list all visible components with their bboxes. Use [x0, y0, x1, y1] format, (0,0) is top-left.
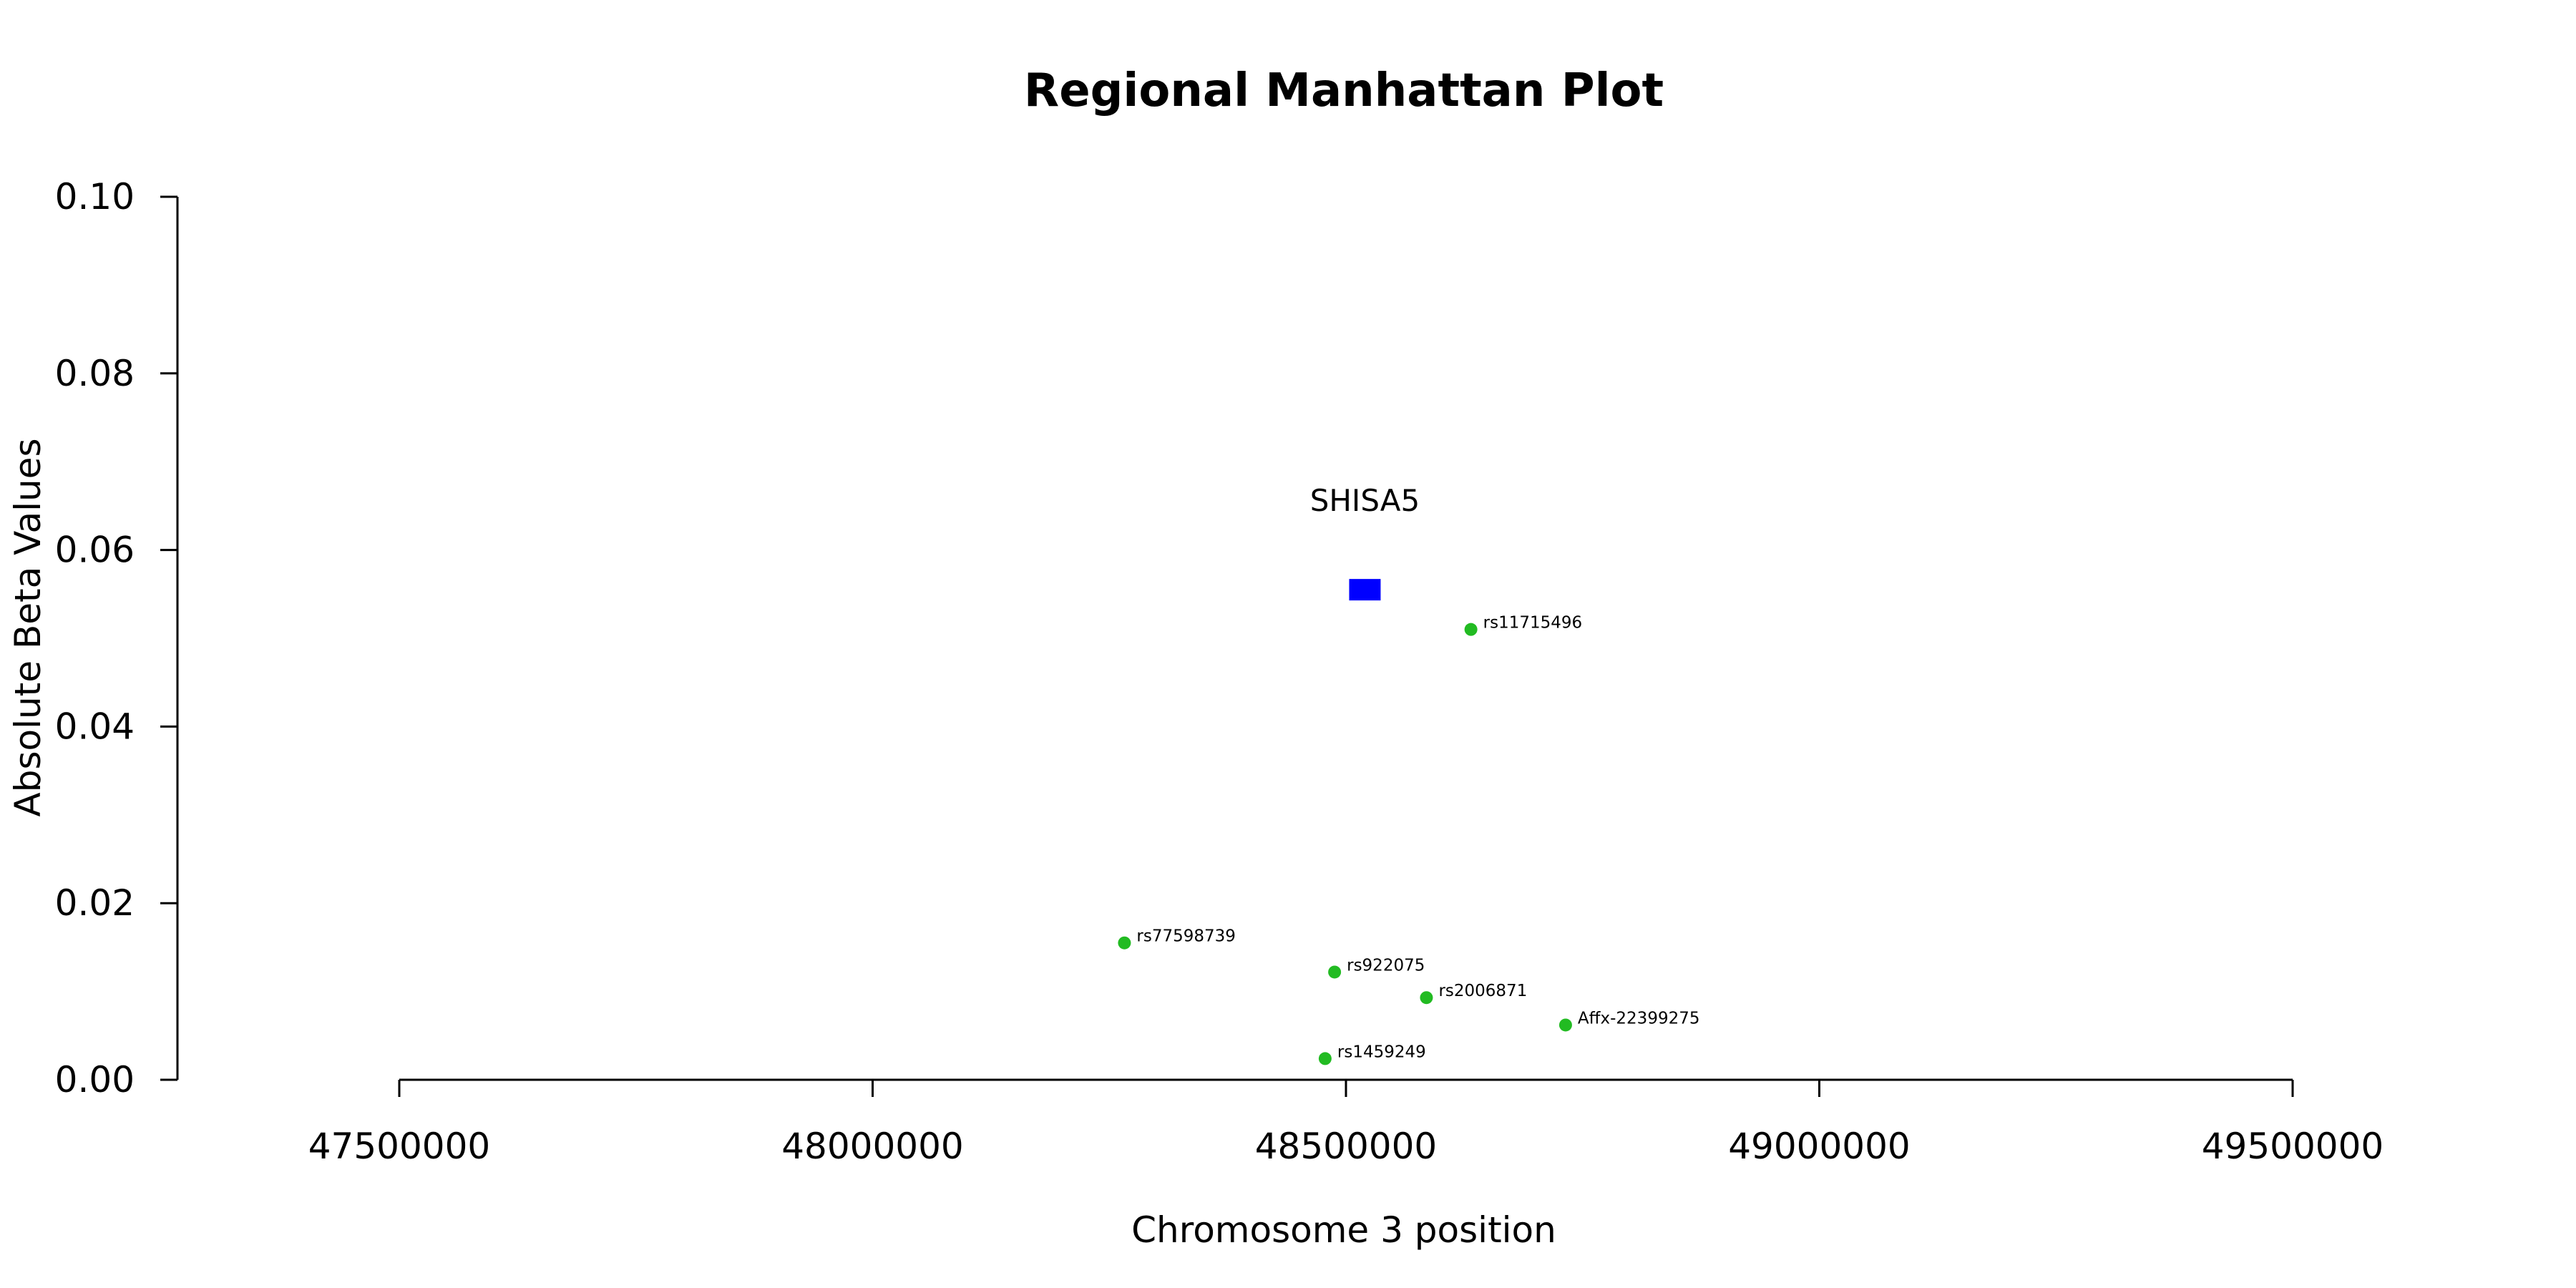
y-tick-label: 0.10	[55, 176, 135, 218]
snp-layer: rs11715496 rs77598739 rs922075 rs2006871 Aff…	[1118, 614, 1699, 1065]
y-tick-label: 0.02	[55, 882, 135, 924]
snp-point	[1328, 965, 1342, 979]
snp-label: rs922075	[1347, 956, 1425, 975]
x-tick-label: 49000000	[1728, 1126, 1911, 1167]
y-tick-label: 0.06	[55, 530, 135, 571]
snp-label: rs77598739	[1136, 927, 1236, 946]
snp-point	[1118, 936, 1131, 950]
x-tick-label: 49500000	[2202, 1126, 2384, 1167]
y-tick-label: 0.00	[55, 1059, 135, 1101]
y-axis: 0.00 0.02 0.04 0.06 0.08 0.10	[55, 176, 179, 1101]
snp-label: rs11715496	[1483, 614, 1583, 633]
x-axis: 47500000 48000000 48500000 49000000 49500000	[308, 1078, 2384, 1167]
y-axis-title: Absolute Beta Values	[7, 439, 49, 817]
x-axis-title: Chromosome 3 position	[1131, 1209, 1556, 1251]
snp-point	[1558, 1018, 1572, 1032]
snp-point	[1464, 623, 1478, 636]
snp-point	[1318, 1052, 1332, 1065]
snp-point	[1420, 991, 1433, 1005]
gene-marker	[1349, 579, 1381, 601]
x-tick-label: 48000000	[781, 1126, 964, 1167]
gene-layer: SHISA5	[1310, 483, 1420, 601]
chart-title: Regional Manhattan Plot	[1024, 64, 1664, 117]
snp-label: rs2006871	[1438, 982, 1527, 1000]
snp-label: rs1459249	[1337, 1043, 1426, 1061]
snp-label: Affx-22399275	[1578, 1009, 1700, 1028]
gene-label: SHISA5	[1310, 483, 1420, 518]
y-tick-label: 0.08	[55, 353, 135, 394]
y-tick-label: 0.04	[55, 706, 135, 747]
x-tick-label: 48500000	[1255, 1126, 1438, 1167]
x-tick-label: 47500000	[308, 1126, 491, 1167]
